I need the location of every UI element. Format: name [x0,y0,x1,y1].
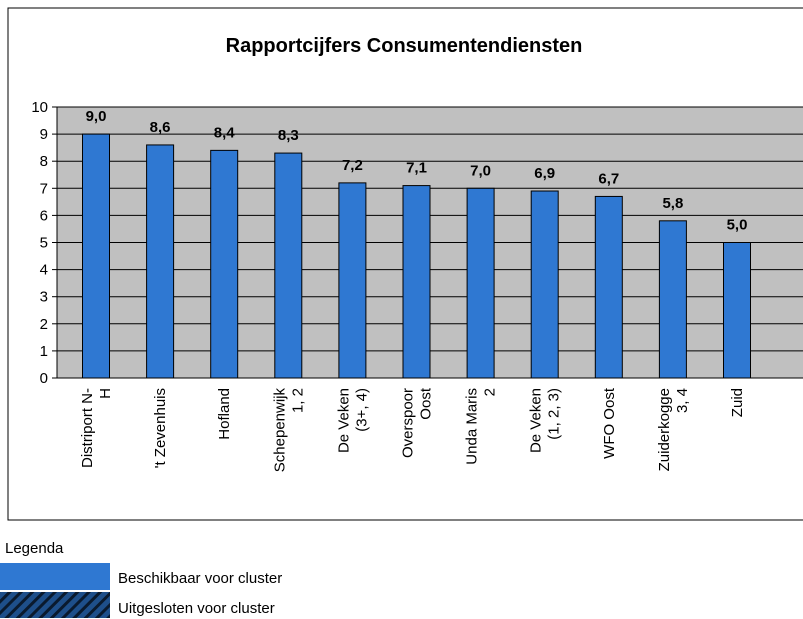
y-tick-label: 0 [40,370,48,387]
value-label: 5,8 [662,195,683,212]
bar [658,220,687,379]
y-tick-label: 2 [40,316,48,333]
value-label: 7,0 [470,162,491,179]
value-label: 5,0 [727,217,748,234]
bar [338,182,367,379]
legend-label: Uitgesloten voor cluster [118,600,275,617]
x-tick-label: Schepenwijk1, 2 [271,388,306,473]
x-tick-label: Zuiderkogge3, 4 [656,388,691,471]
x-tick-label: WFO Oost [601,387,618,459]
value-label: 9,0 [86,108,107,125]
bar [723,242,751,379]
bar [594,195,623,379]
x-tick-label: De Veken(1, 2, 3) [528,388,563,453]
value-label: 8,4 [214,124,236,141]
x-tick-label: OverspoorOost [400,387,435,458]
bar [466,187,495,379]
x-tick-label: De Veken(3+, 4) [335,388,370,453]
y-tick-label: 4 [40,262,48,279]
bar [274,152,303,379]
y-tick-label: 7 [40,180,48,197]
legend-title: Legenda [5,540,64,557]
x-tick-label: Zuid [729,388,746,417]
bar [210,149,239,379]
value-label: 6,9 [534,165,555,182]
bar [82,133,110,379]
chart-title: Rapportcijfers Consumentendiensten [226,35,583,57]
bar [530,190,559,379]
x-tick-label: 't Zevenhuis [152,388,169,468]
bar [402,185,431,379]
y-tick-label: 1 [40,343,48,360]
x-tick-label: Distriport N-H [79,388,114,468]
value-label: 8,6 [150,119,171,136]
y-tick-label: 8 [40,153,48,170]
legend-swatch [0,592,110,618]
value-label: 7,2 [342,157,363,174]
value-label: 7,1 [406,160,427,177]
value-label: 6,7 [598,170,619,187]
y-tick-label: 3 [40,289,48,306]
legend-swatch [0,563,110,590]
y-tick-label: 9 [40,126,48,143]
y-tick-label: 10 [31,99,48,116]
bar [146,144,175,379]
x-tick-label: Hofland [216,388,233,440]
y-tick-label: 6 [40,207,48,224]
value-label: 8,3 [278,127,299,144]
legend-label: Beschikbaar voor cluster [118,570,282,587]
y-tick-label: 5 [40,235,48,252]
x-tick-label: Unda Maris2 [464,388,499,465]
